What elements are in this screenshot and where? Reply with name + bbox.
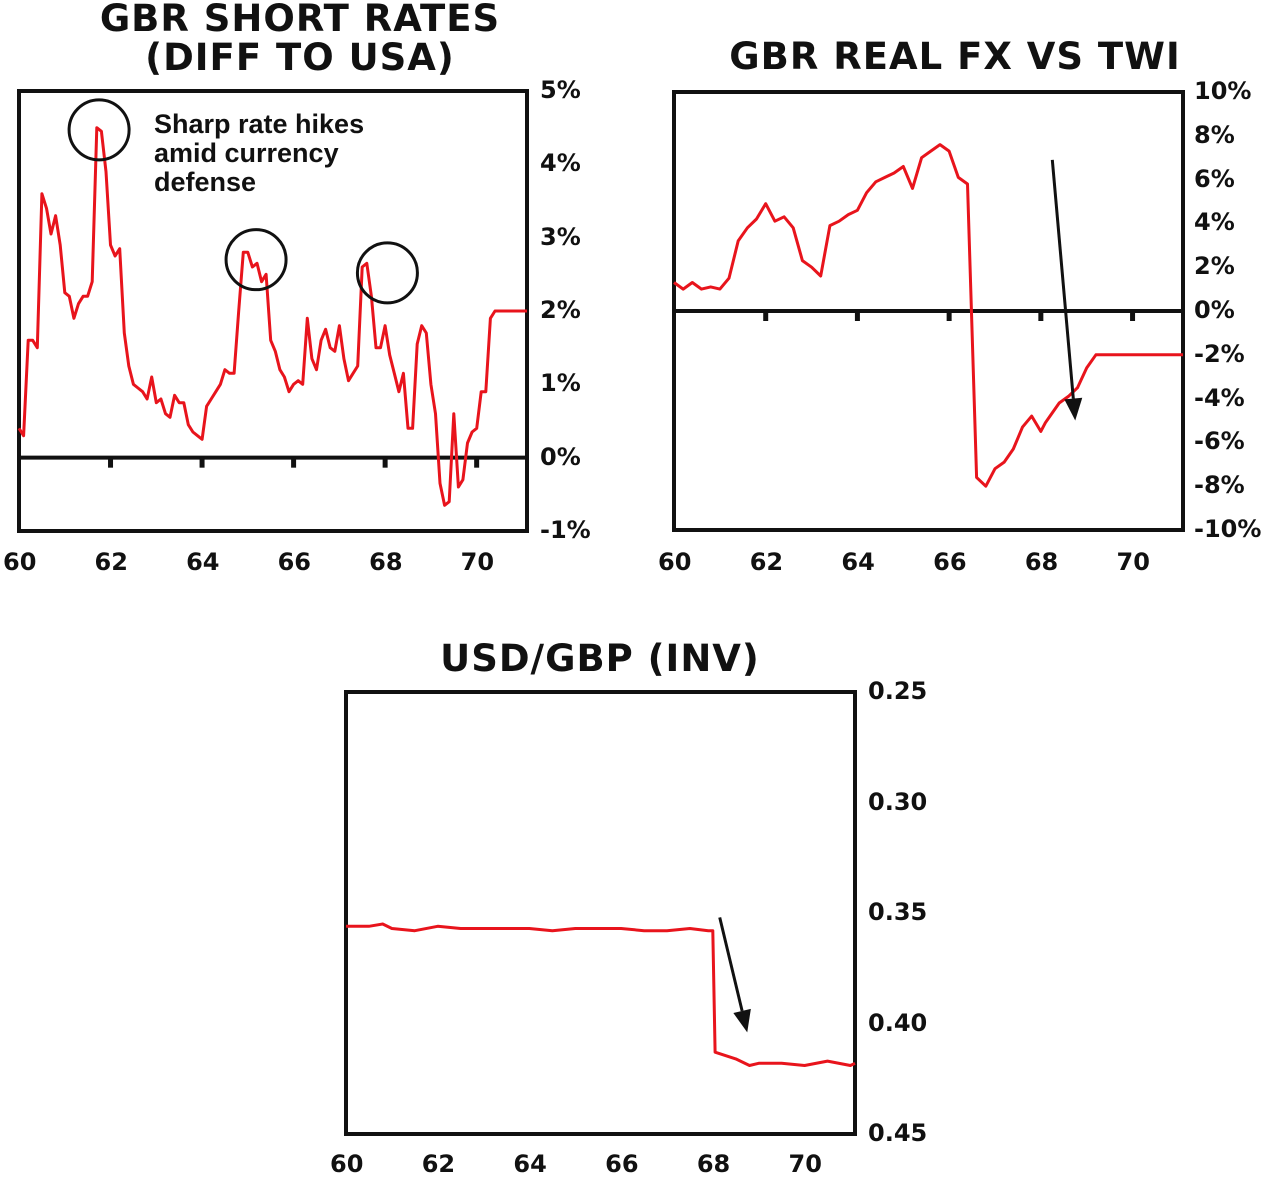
rates-highlight-circle — [357, 243, 417, 303]
rates-x-tick-label: 68 — [369, 548, 402, 576]
realfx-y-tick-label: -2% — [1194, 340, 1245, 368]
usdgbp-y-tick-label: 0.25 — [868, 677, 927, 705]
usdgbp-arrow-head — [733, 1009, 751, 1032]
rates-x-tick-label: 64 — [186, 548, 219, 576]
usdgbp-chart — [346, 692, 855, 1134]
realfx-y-tick-label: 2% — [1194, 252, 1235, 280]
realfx-x-tick-label: 70 — [1117, 548, 1150, 576]
rates-x-tick-label: 62 — [95, 548, 128, 576]
realfx-y-tick-label: 10% — [1194, 77, 1251, 105]
realfx-chart — [674, 92, 1183, 530]
realfx-chart-title: GBR REAL FX VS TWI — [700, 38, 1210, 77]
realfx-y-tick-label: 0% — [1194, 296, 1235, 324]
usdgbp-x-tick-label: 64 — [513, 1150, 546, 1178]
rates-annotation: Sharp rate hikes amid currency defense — [154, 110, 364, 197]
rates-y-tick-label: 5% — [540, 76, 581, 104]
realfx-y-tick-label: -8% — [1194, 471, 1245, 499]
rates-x-tick-label: 66 — [278, 548, 311, 576]
rates-x-tick-label: 60 — [3, 548, 36, 576]
realfx-x-tick-label: 64 — [841, 548, 874, 576]
usdgbp-x-tick-label: 62 — [422, 1150, 455, 1178]
usdgbp-x-tick-label: 68 — [697, 1150, 730, 1178]
realfx-x-tick-label: 66 — [933, 548, 966, 576]
usdgbp-chart-title: USD/GBP (INV) — [345, 640, 855, 679]
realfx-x-tick-label: 62 — [750, 548, 783, 576]
rates-y-tick-label: 1% — [540, 369, 581, 397]
usdgbp-x-tick-label: 70 — [789, 1150, 822, 1178]
rates-y-tick-label: 0% — [540, 443, 581, 471]
usdgbp-arrow-line — [720, 917, 742, 1011]
rates-y-tick-label: 4% — [540, 149, 581, 177]
rates-x-tick-label: 70 — [461, 548, 494, 576]
rates-y-tick-label: 3% — [540, 223, 581, 251]
usdgbp-x-tick-label: 60 — [330, 1150, 363, 1178]
realfx-x-tick-label: 60 — [658, 548, 691, 576]
usdgbp-y-tick-label: 0.30 — [868, 788, 927, 816]
usdgbp-y-tick-label: 0.45 — [868, 1119, 927, 1147]
realfx-arrow-head — [1064, 398, 1082, 421]
realfx-y-tick-label: -6% — [1194, 427, 1245, 455]
realfx-y-tick-label: -10% — [1194, 515, 1261, 543]
realfx-y-tick-label: -4% — [1194, 384, 1245, 412]
usdgbp-plot-frame — [346, 692, 855, 1134]
realfx-y-tick-label: 6% — [1194, 165, 1235, 193]
realfx-arrow-line — [1052, 160, 1073, 399]
usdgbp-y-tick-label: 0.35 — [868, 898, 927, 926]
usdgbp-x-tick-label: 66 — [605, 1150, 638, 1178]
rates-y-tick-label: -1% — [540, 516, 591, 544]
realfx-x-tick-label: 68 — [1025, 548, 1058, 576]
realfx-y-tick-label: 4% — [1194, 208, 1235, 236]
realfx-series-line — [674, 145, 1183, 487]
realfx-y-tick-label: 8% — [1194, 121, 1235, 149]
rates-highlight-circle — [226, 230, 286, 290]
usdgbp-series-line — [346, 924, 855, 1066]
rates-y-tick-label: 2% — [540, 296, 581, 324]
usdgbp-y-tick-label: 0.40 — [868, 1009, 927, 1037]
rates-chart-title: GBR SHORT RATES (DIFF TO USA) — [70, 0, 530, 78]
